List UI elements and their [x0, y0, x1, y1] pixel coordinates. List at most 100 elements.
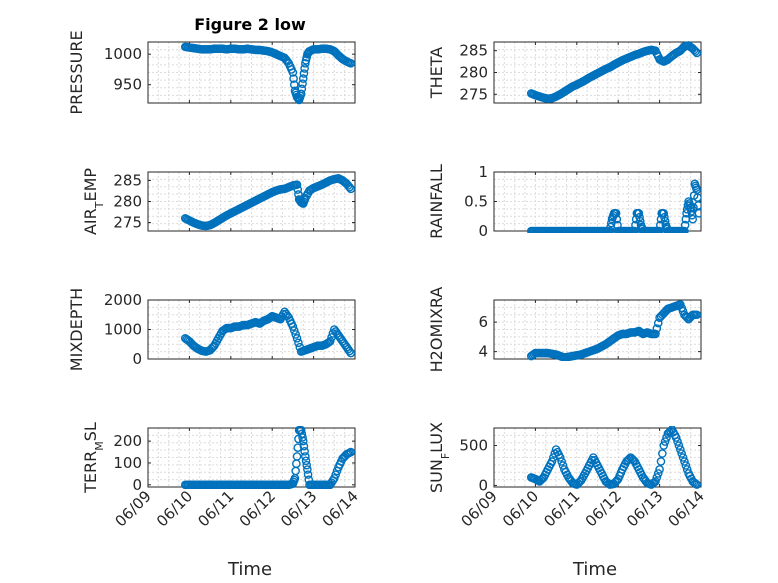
- data-point-interp: [653, 469, 663, 478]
- data-point: [671, 433, 681, 442]
- data-point: [694, 209, 701, 218]
- y-tick-label: 200: [113, 432, 142, 450]
- y-axis-label-subscript: M: [93, 441, 106, 451]
- data-point-interp: [693, 201, 701, 210]
- data-point-interp: [691, 47, 700, 56]
- data-point-interp: [627, 454, 637, 464]
- data-point-interp: [693, 193, 701, 202]
- data-point-interp: [652, 324, 662, 333]
- subplot-rainfall: 0 0.5 1 RAINFALL: [427, 163, 702, 240]
- data-series: [526, 300, 701, 361]
- y-tick-label: 280: [459, 64, 488, 82]
- y-tick-label: 950: [113, 76, 142, 94]
- data-point-interp: [303, 470, 313, 479]
- y-tick-label: 0.5: [464, 193, 488, 211]
- subplot-sun-f-lux: 0500SUNFLUX06/0906/1006/1106/1206/1306/1…: [427, 422, 708, 530]
- data-point-interp: [299, 441, 309, 451]
- data-point: [692, 48, 701, 58]
- data-point-interp: [674, 441, 684, 450]
- data-point: [346, 184, 355, 194]
- data-point: [346, 59, 355, 68]
- data-point: [301, 452, 310, 461]
- x-tick-label: 06/10: [499, 487, 542, 530]
- data-series: [526, 179, 701, 233]
- data-point-interp: [677, 449, 686, 458]
- y-tick-label: 0: [132, 350, 142, 368]
- data-point-interp: [656, 457, 666, 466]
- data-series: [526, 426, 701, 489]
- y-tick-label: 1: [478, 163, 488, 181]
- data-point-interp: [345, 182, 354, 192]
- y-tick-label: 4: [478, 343, 488, 361]
- y-axis-label: SUNFLUX: [427, 422, 452, 493]
- data-point-interp: [678, 453, 688, 462]
- data-point: [688, 214, 698, 224]
- y-tick-label: 285: [459, 42, 488, 60]
- data-series: [180, 426, 355, 489]
- data-point: [680, 226, 689, 233]
- y-tick-label: 1000: [104, 45, 142, 63]
- y-tick-label: 0: [478, 222, 488, 240]
- y-tick-label: 275: [113, 214, 142, 232]
- data-point: [298, 436, 308, 446]
- data-point-interp: [536, 475, 546, 485]
- y-axis-label: MIXDEPTH: [67, 288, 86, 371]
- data-point: [555, 453, 565, 462]
- data-point: [680, 457, 689, 466]
- data-point: [630, 226, 640, 233]
- y-axis-label: H2OMIXRA: [427, 287, 446, 373]
- data-point-interp: [658, 449, 667, 458]
- data-point-interp: [557, 457, 566, 466]
- data-point-interp: [300, 64, 309, 73]
- axes-frame: [493, 299, 702, 360]
- data-point-interp: [345, 346, 354, 356]
- data-point: [605, 226, 615, 233]
- y-axis-label-main: SUN: [427, 459, 446, 493]
- y-axis-label-main: THETA: [427, 47, 446, 99]
- data-point-interp: [292, 459, 301, 468]
- x-tick-label: 06/13: [277, 487, 320, 530]
- data-point: [686, 203, 695, 212]
- subplot-theta: 275 280 285 THETA: [427, 41, 702, 104]
- data-point: [692, 185, 701, 194]
- data-point: [298, 74, 308, 83]
- data-series: [180, 42, 355, 105]
- x-tick-label: 06/14: [319, 487, 362, 530]
- data-point-interp: [291, 330, 300, 339]
- x-tick-label: 06/12: [582, 487, 625, 530]
- data-point-interp: [297, 84, 307, 94]
- x-tick-label: 06/12: [236, 487, 279, 530]
- x-axis-label-left: Time: [227, 559, 272, 580]
- data-point-interp: [293, 185, 303, 194]
- data-point: [325, 336, 335, 346]
- y-axis-label-main: MIXDEPTH: [67, 288, 86, 371]
- y-axis-label-main: AIR: [81, 208, 100, 235]
- data-series: [180, 307, 355, 358]
- data-series: [526, 41, 701, 103]
- data-point-interp: [681, 461, 691, 470]
- y-axis-label-main: TERR: [81, 451, 100, 494]
- data-point-interp: [689, 203, 698, 212]
- data-point: [655, 226, 664, 233]
- data-point: [288, 68, 298, 77]
- y-axis-label-subscript: F: [439, 453, 452, 459]
- data-point: [292, 452, 302, 461]
- y-tick-label: 2000: [104, 291, 142, 309]
- data-point: [346, 447, 355, 457]
- data-point-interp: [635, 212, 644, 222]
- subplot-air-t-emp: 275 280 285 AIRTEMP: [81, 168, 356, 235]
- y-axis-label-main: H2OMIXRA: [427, 287, 446, 373]
- y-tick-label: 275: [459, 85, 488, 103]
- data-point: [659, 208, 669, 218]
- data-point-interp: [302, 460, 312, 470]
- data-point-interp: [289, 326, 299, 335]
- y-tick-label: 1000: [104, 321, 142, 339]
- data-point-interp: [298, 79, 307, 88]
- y-axis-label-main: PRESSURE: [67, 30, 86, 114]
- y-tick-label: 6: [478, 313, 488, 331]
- y-tick-label: 0: [132, 476, 142, 494]
- data-point: [634, 208, 644, 218]
- data-point-interp: [612, 214, 622, 224]
